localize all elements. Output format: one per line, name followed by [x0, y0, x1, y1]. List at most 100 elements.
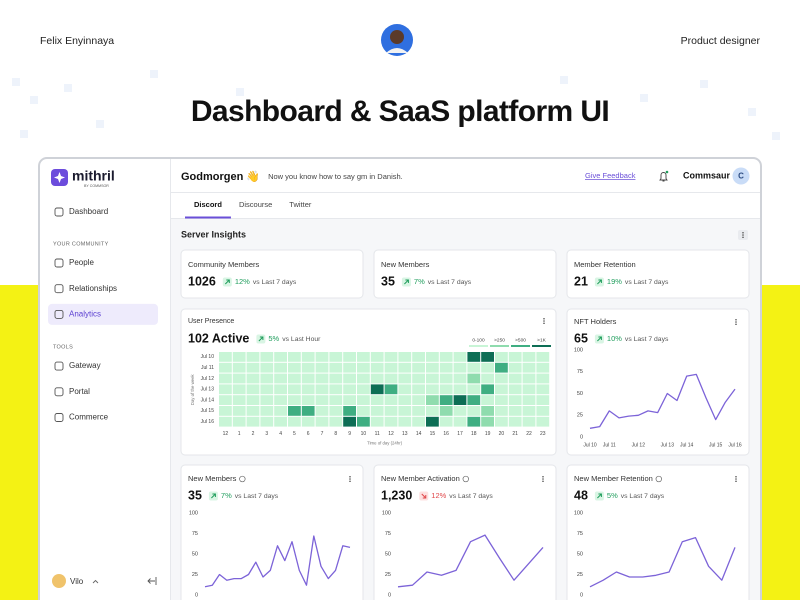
- heatmap-cell: [536, 406, 550, 416]
- heatmap-cell: [315, 406, 329, 416]
- heatmap-cell: [439, 362, 453, 373]
- more-dot: [735, 319, 737, 321]
- heatmap-cell: [329, 406, 343, 416]
- row-label: Jul 11: [201, 365, 214, 371]
- nav-icon: [54, 387, 64, 397]
- nav-icon: [54, 207, 64, 217]
- heatmap-cell: [536, 352, 550, 362]
- trend-change: 10%: [607, 334, 622, 343]
- heatmap-cell: [467, 416, 481, 427]
- legend-label: >1K: [537, 337, 546, 343]
- column-label: 2: [252, 431, 255, 437]
- heatmap-cell: [288, 352, 301, 362]
- more-dot: [735, 478, 737, 480]
- column-label: 22: [526, 431, 532, 437]
- heatmap-cell: [495, 395, 508, 405]
- info-icon: [462, 475, 469, 483]
- heatmap-cell: [426, 406, 439, 416]
- card: [373, 249, 557, 299]
- trend-change: 5%: [268, 334, 279, 343]
- heatmap-cell: [508, 406, 522, 416]
- heatmap-cell: [522, 373, 536, 384]
- column-label: 23: [540, 431, 546, 437]
- trend-arrow: [597, 336, 602, 342]
- feedback-link[interactable]: Give Feedback: [585, 171, 636, 180]
- heatmap-cell: [398, 373, 412, 384]
- card-value: 65: [574, 331, 588, 345]
- heatmap-cell: [288, 373, 301, 384]
- heatmap-cell: [370, 373, 384, 384]
- heatmap-cell: [467, 395, 481, 405]
- heatmap-cell: [453, 373, 467, 384]
- heatmap-cell: [315, 373, 329, 384]
- heatmap-cell: [219, 352, 232, 362]
- heatmap-cell: [219, 395, 232, 405]
- heatmap-cell: [260, 352, 274, 362]
- stat-label: Community Members: [188, 260, 260, 269]
- nav-item[interactable]: Dashboard: [69, 207, 108, 216]
- heatmap-cell: [384, 406, 398, 416]
- heatmap-cell: [288, 395, 301, 405]
- heatmap-cell: [329, 362, 343, 373]
- card-value: 35: [188, 488, 202, 502]
- heatmap-cell: [357, 352, 370, 362]
- nav-icon: [54, 361, 64, 371]
- heatmap-cell: [384, 373, 398, 384]
- x-tick-label: Jul 16: [728, 442, 742, 448]
- nav-item[interactable]: Gateway: [69, 361, 101, 370]
- legend-swatch: [490, 345, 509, 347]
- column-label: 9: [348, 431, 351, 437]
- info-icon: [239, 475, 246, 483]
- more-dot: [735, 476, 737, 478]
- tab[interactable]: Discourse: [239, 200, 272, 209]
- heatmap-cell: [426, 352, 439, 362]
- heatmap-cell: [481, 373, 494, 384]
- more-dot: [742, 236, 744, 238]
- nav-item[interactable]: Portal: [69, 387, 90, 396]
- column-label: 5: [293, 431, 296, 437]
- x-tick-label: Jul 10: [583, 442, 597, 448]
- y-tick-label: 25: [192, 572, 198, 578]
- heatmap-cell: [301, 406, 315, 416]
- nav-item[interactable]: Analytics: [69, 310, 101, 319]
- tab[interactable]: Discord: [194, 200, 222, 209]
- heatmap-cell: [219, 373, 232, 384]
- x-axis-label: Time of day (24hr): [367, 441, 403, 446]
- nav-item[interactable]: Commerce: [69, 413, 109, 422]
- heatmap-cell: [453, 416, 467, 427]
- heatmap-cell: [329, 416, 343, 427]
- heatmap-cell: [453, 362, 467, 373]
- column-label: 15: [430, 431, 436, 437]
- heatmap-cell: [370, 416, 384, 427]
- column-label: 14: [416, 431, 422, 437]
- heatmap-cell: [370, 395, 384, 405]
- heatmap-cell: [453, 352, 467, 362]
- heatmap-cell: [412, 373, 425, 384]
- heatmap-cell: [288, 416, 301, 427]
- heatmap-cell: [246, 362, 260, 373]
- heatmap-cell: [426, 384, 439, 395]
- notification-bell[interactable]: [659, 172, 668, 182]
- heatmap-cell: [260, 416, 274, 427]
- more-dot: [742, 232, 744, 234]
- heatmap-cell: [426, 395, 439, 405]
- collapse-icon[interactable]: [147, 577, 157, 585]
- nav-icon: [54, 258, 64, 268]
- heatmap-cell: [357, 373, 370, 384]
- more-dot: [735, 323, 737, 325]
- nav-item[interactable]: People: [69, 258, 94, 267]
- y-axis-label: Day of the week: [190, 374, 195, 406]
- heatmap-cell: [439, 373, 453, 384]
- stat-label: Member Retention: [574, 260, 636, 269]
- column-label: 17: [457, 431, 463, 437]
- column-label: 3: [265, 431, 268, 437]
- tab[interactable]: Twitter: [289, 200, 312, 209]
- heatmap-cell: [246, 416, 260, 427]
- heatmap-cell: [426, 416, 439, 427]
- y-tick-label: 50: [385, 551, 391, 557]
- heatmap-cell: [481, 384, 494, 395]
- heatmap-cell: [343, 352, 356, 362]
- trend-arrow: [597, 279, 602, 285]
- nav-item[interactable]: Relationships: [69, 284, 117, 293]
- info-icon: [655, 475, 662, 483]
